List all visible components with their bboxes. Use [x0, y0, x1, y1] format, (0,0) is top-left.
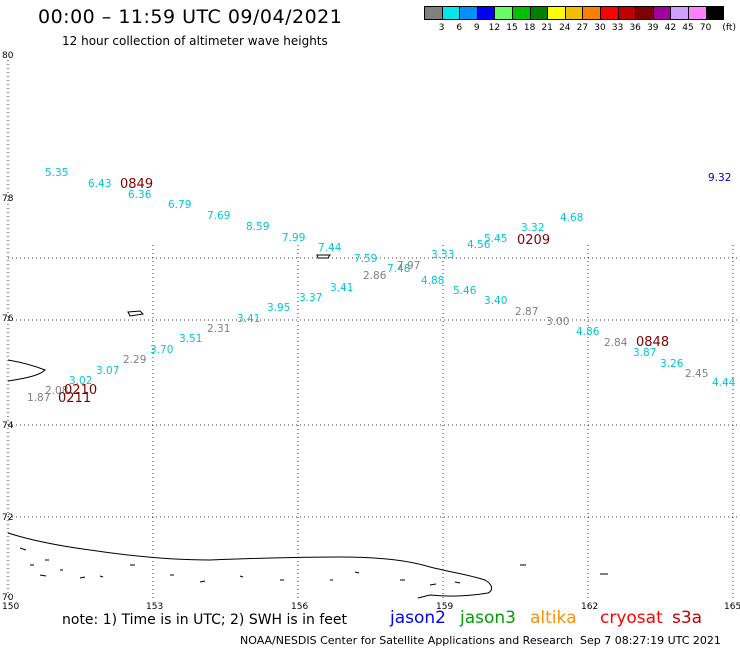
wave-height-value: 7.44 — [318, 242, 342, 254]
lat-label: 76 — [2, 314, 14, 324]
wave-height-value: 4.88 — [421, 275, 444, 287]
wave-height-value: 2.86 — [363, 270, 387, 282]
wave-height-value: 3.37 — [299, 292, 322, 304]
wave-height-value: 9.32 — [708, 172, 731, 184]
legend-label: 12 — [488, 23, 501, 33]
siberian-coast — [7, 532, 493, 599]
wave-height-value: 4.44 — [712, 377, 736, 389]
wave-height-value: 6.43 — [88, 178, 111, 190]
wave-height-value: 4.56 — [467, 239, 491, 251]
wave-height-value: 4.86 — [576, 326, 600, 338]
wave-height-value: 5.46 — [453, 285, 477, 297]
pass-time-label: 0210 — [64, 383, 97, 398]
legend-label: 36 — [629, 23, 641, 33]
wave-height-value: 3.70 — [150, 344, 173, 356]
legend-label: 70 — [699, 23, 712, 33]
map-subtitle: 12 hour collection of altimeter wave hei… — [62, 34, 328, 48]
legend-label: 33 — [611, 23, 624, 33]
wave-height-value: 3.33 — [431, 249, 454, 261]
legend-label: 30 — [594, 23, 606, 33]
lat-label: 80 — [2, 51, 14, 61]
wave-height-value: 2.87 — [515, 306, 538, 318]
lon-label: 156 — [291, 602, 308, 612]
legend-label: 9 — [473, 23, 480, 33]
legend-label: 6 — [456, 23, 463, 33]
wave-height-value: 7.59 — [354, 253, 377, 265]
credit-line: NOAA/NESDIS Center for Satellite Applica… — [240, 634, 574, 647]
legend-label: 18 — [523, 23, 536, 33]
lat-label: 72 — [2, 513, 13, 523]
wave-height-value: 7.69 — [207, 210, 230, 222]
wave-height-value: 3.41 — [330, 282, 353, 294]
satellite-name: s3a — [672, 608, 703, 628]
map-title: 00:00 – 11:59 UTC 09/04/2021 — [38, 6, 343, 28]
legend-unit: (ft) — [722, 23, 736, 33]
lon-label: 150 — [2, 602, 19, 612]
pass-time-label: 0849 — [120, 177, 153, 192]
wave-height-points: 5.35 6.43 6.36 6.79 7.69 8.59 7.99 7.44 7.59 7.48… — [27, 167, 736, 404]
wave-height-value: 2.45 — [685, 368, 708, 380]
satellite-name: altika — [530, 608, 577, 628]
wave-height-value: 3.87 — [633, 347, 656, 359]
satellite-name: jason3 — [460, 608, 516, 628]
legend-label: 15 — [506, 23, 518, 33]
footnote: note: 1) Time is in UTC; 2) SWH is in fe… — [62, 612, 348, 628]
coastal-islands — [19, 547, 608, 586]
wave-height-value: 3.41 — [237, 313, 260, 325]
islet-1 — [127, 310, 145, 317]
generation-timestamp: Sep 7 08:27:19 UTC 2021 — [580, 634, 721, 647]
wave-height-value: 7.48 — [387, 263, 410, 275]
legend-label: 42 — [664, 23, 677, 33]
wave-height-value: 4.68 — [560, 212, 583, 224]
pass-time-label: 0209 — [517, 233, 550, 248]
pass-time-label: 0848 — [636, 335, 669, 350]
lon-label: 159 — [436, 602, 453, 612]
wave-height-value: 3.07 — [96, 365, 119, 377]
wave-height-value: 3.26 — [660, 358, 684, 370]
wave-height-value: 6.36 — [128, 189, 152, 201]
wave-height-value: 7.97 — [397, 260, 420, 272]
wave-height-value: 1.87 — [27, 392, 50, 404]
legend-swatch — [705, 6, 725, 20]
pass-time-label: 0211 — [58, 391, 91, 406]
wave-height-value: 3.02 — [69, 375, 92, 387]
legend-label: 39 — [647, 23, 659, 33]
coastline — [7, 254, 608, 599]
lat-label: 78 — [2, 194, 14, 204]
lon-label: 153 — [146, 602, 163, 612]
wave-height-value: 5.45 — [484, 233, 507, 245]
wave-height-value: 3.00 — [546, 316, 569, 328]
legend-label: 3 — [438, 23, 445, 33]
wave-height-value: 5.35 — [45, 167, 68, 179]
lon-label: 162 — [581, 602, 598, 612]
wave-height-value: 7.99 — [282, 232, 305, 244]
wave-height-value: 2.31 — [207, 323, 230, 335]
wave-height-value: 8.59 — [246, 221, 269, 233]
lat-label: 74 — [2, 421, 14, 431]
satellite-name: cryosat — [600, 608, 663, 628]
wave-height-value: 3.95 — [267, 302, 290, 314]
wave-height-value: 6.79 — [168, 199, 191, 211]
wave-height-value: 2.84 — [604, 337, 628, 349]
novosibirsk-islands-coast — [7, 359, 46, 382]
legend-label: 24 — [559, 23, 571, 33]
wave-height-value: 3.51 — [179, 333, 202, 345]
wave-height-value: 3.40 — [484, 295, 507, 307]
legend-label: 45 — [682, 23, 694, 33]
graticule — [7, 60, 740, 598]
satellite-name: jason2 — [390, 608, 446, 628]
wave-height-value: 2.08 — [45, 385, 68, 397]
lon-label: 165 — [724, 602, 740, 612]
wave-height-value: 2.29 — [123, 354, 146, 366]
legend-label: 21 — [541, 23, 553, 33]
legend-label: 27 — [576, 23, 589, 33]
islet-2 — [316, 254, 331, 259]
lat-label: 70 — [2, 593, 14, 603]
wave-height-value: 3.32 — [521, 222, 544, 234]
